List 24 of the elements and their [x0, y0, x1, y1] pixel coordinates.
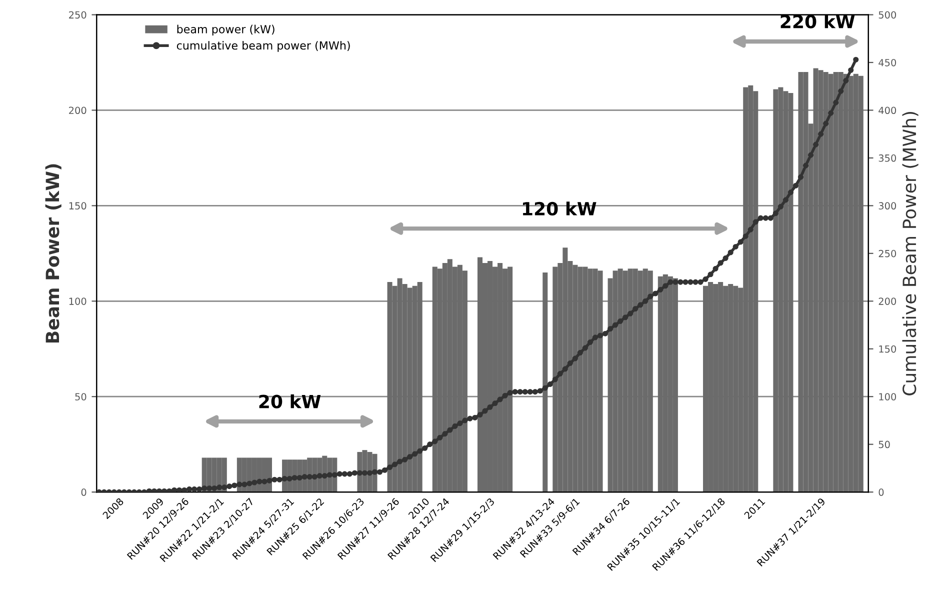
y2-tick-label: 0 — [878, 488, 884, 496]
y2-tick-label: 350 — [878, 154, 896, 162]
y-tick-label: 100 — [69, 298, 86, 305]
y2-tick-label: 500 — [878, 11, 896, 19]
y2-tick-label: 400 — [878, 106, 896, 114]
y-tick-label: 50 — [75, 393, 86, 400]
y-tick-label: 0 — [81, 488, 86, 496]
y2-tick-label: 250 — [878, 250, 896, 258]
y2-tick-label: 200 — [878, 298, 896, 305]
y-tick-label: 200 — [69, 106, 86, 114]
y2-axis-title: Cumulative Beam Power (MWh) — [902, 112, 918, 396]
y-tick-label: 150 — [69, 202, 86, 210]
annotation: 20 kW — [259, 394, 321, 408]
y2-tick-label: 300 — [878, 202, 896, 210]
annotation: 120 kW — [522, 202, 596, 216]
y2-tick-label: 150 — [879, 345, 896, 353]
y-tick-label: 250 — [69, 11, 86, 19]
legend-label: cumulative beam power (MWh) — [176, 41, 350, 52]
y2-tick-label: 450 — [878, 58, 896, 66]
y-axis-title: Beam Power (kW) — [45, 164, 62, 342]
legend-label: beam power (kW) — [177, 24, 274, 36]
annotation: 220 kW — [780, 14, 855, 28]
y2-tick-label: 50 — [878, 440, 890, 448]
y2-tick-label: 100 — [879, 393, 896, 400]
